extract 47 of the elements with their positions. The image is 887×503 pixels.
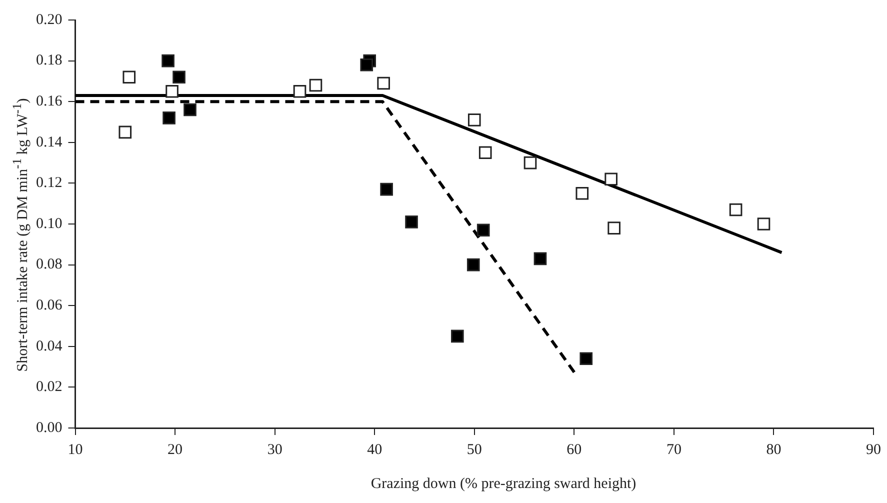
point <box>580 352 593 366</box>
y-tick-label: 0.16 <box>36 94 63 110</box>
point <box>524 156 537 170</box>
x-tick-label: 50 <box>466 442 482 458</box>
y-tick-label: 0.14 <box>36 134 63 150</box>
y-tick-label: 0.18 <box>36 52 62 69</box>
y-tick-label: 0.00 <box>36 420 62 436</box>
point <box>405 216 418 228</box>
y-tick-label: 0.08 <box>36 256 62 273</box>
point <box>172 70 186 84</box>
x-tick-label: 60 <box>566 442 582 458</box>
x-tick-label: 80 <box>766 442 782 458</box>
x-tick-label: 70 <box>666 442 682 458</box>
point <box>608 222 620 234</box>
point <box>118 126 132 139</box>
y-tick-label: 0.12 <box>36 175 62 192</box>
x-axis-title: Grazing down (% pre-grazing sward height) <box>370 476 638 493</box>
point <box>476 224 490 237</box>
point <box>729 203 742 216</box>
y-tick-label: 0.04 <box>36 338 63 354</box>
point <box>576 186 589 200</box>
x-tick-label: 10 <box>68 442 83 458</box>
point <box>377 76 390 90</box>
point <box>451 330 464 343</box>
y-tick-label: 0.02 <box>36 379 62 396</box>
x-tick-label: 20 <box>168 442 183 458</box>
point <box>380 182 393 196</box>
y-tick-label: 0.10 <box>36 216 62 232</box>
x-tick-label: 40 <box>367 442 382 458</box>
point <box>184 103 196 116</box>
point <box>757 218 770 230</box>
point <box>468 114 481 126</box>
y-tick-label: 0.20 <box>36 12 62 28</box>
point <box>162 54 174 68</box>
point <box>360 58 374 72</box>
point <box>122 70 136 84</box>
point <box>162 112 176 124</box>
point <box>604 172 618 186</box>
x-tick-label: 30 <box>267 442 282 458</box>
point <box>293 84 306 98</box>
point <box>166 84 178 98</box>
point <box>534 252 547 266</box>
y-tick-label: 0.06 <box>36 298 63 314</box>
point <box>478 146 492 160</box>
point <box>466 258 480 272</box>
point <box>309 78 322 92</box>
x-tick-label: 90 <box>866 442 881 458</box>
